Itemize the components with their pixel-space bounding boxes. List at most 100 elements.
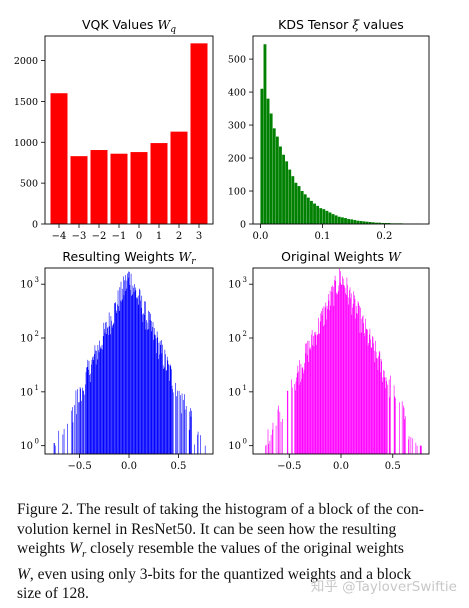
bar: [70, 156, 88, 224]
histogram-bar: [102, 336, 104, 454]
histogram-bar: [377, 369, 379, 454]
y-tick-label: 1500: [14, 97, 38, 108]
histogram-bar: [54, 443, 55, 454]
histogram-bar: [162, 365, 164, 454]
histogram-bar: [321, 311, 322, 454]
histogram-bar: [80, 388, 81, 454]
histogram-bar: [197, 431, 199, 454]
histogram-bar: [87, 359, 89, 454]
histogram-bar: [363, 332, 365, 454]
y-tick-label-exponent: 1: [35, 384, 39, 392]
histogram-bar: [362, 315, 364, 454]
histogram-bar: [76, 414, 77, 454]
histogram-bar: [93, 360, 95, 454]
histogram-bar: [288, 169, 292, 224]
bar: [170, 131, 188, 224]
histogram-bar: [58, 430, 60, 454]
histogram-bar: [129, 284, 131, 454]
histogram-bar: [86, 367, 87, 454]
x-tick-label: 2: [176, 231, 182, 242]
histogram-bar: [337, 216, 341, 224]
histogram-bar: [329, 290, 331, 454]
plot-frame: [252, 35, 430, 225]
histogram-bar: [117, 304, 118, 454]
histogram-bar: [408, 439, 409, 454]
histogram-bar: [266, 98, 270, 224]
caption-symbol: W: [17, 565, 30, 583]
histogram-bar: [120, 300, 121, 454]
histogram-bar: [395, 397, 396, 454]
y-tick-label: 10: [20, 280, 33, 291]
x-tick-label: 0.0: [252, 231, 268, 242]
histogram-bar: [341, 284, 343, 454]
histogram-bar: [90, 373, 92, 454]
histogram-bar: [356, 220, 360, 224]
histogram-bar: [78, 402, 79, 454]
histogram-bar: [296, 377, 297, 454]
histogram-bar: [149, 320, 151, 454]
histogram-bar: [140, 307, 142, 454]
histogram-bar: [302, 367, 304, 454]
histogram-bar: [301, 378, 302, 454]
histogram-bar: [326, 319, 327, 454]
histogram-bar: [265, 444, 267, 454]
histogram-bar: [272, 429, 273, 454]
histogram-bar: [331, 292, 333, 454]
histogram-bar: [309, 347, 311, 454]
histogram-bar: [134, 284, 135, 454]
histogram-bar: [83, 391, 84, 454]
histogram-bar: [131, 295, 132, 454]
histogram-bar: [153, 327, 155, 454]
y-tick-label: 10: [20, 334, 33, 345]
histogram-bar: [97, 345, 99, 454]
histogram-bar: [272, 128, 276, 224]
histogram-bar: [117, 290, 119, 454]
histogram-bar: [107, 328, 108, 454]
histogram-bar: [359, 332, 361, 454]
histogram-bar: [140, 300, 141, 454]
histogram-bar: [350, 293, 352, 454]
histogram-bar: [94, 345, 96, 454]
histogram-bar: [101, 344, 103, 454]
histogram-bar: [385, 377, 387, 454]
chart-title-symbol: W: [157, 17, 171, 32]
histogram-bar: [185, 406, 187, 454]
y-tick-label: 10: [228, 387, 241, 398]
chart-title-symbol: ξ: [352, 17, 360, 32]
caption-line-1: Figure 2. The result of taking the histo…: [17, 501, 424, 518]
histogram-bar: [142, 314, 143, 454]
histogram-bar: [101, 348, 102, 454]
histogram-bar: [348, 304, 350, 454]
histogram-bar: [166, 370, 167, 454]
histogram-bar: [153, 339, 154, 454]
histogram-bar: [116, 312, 118, 454]
histogram-bar: [123, 295, 125, 454]
histogram-bar: [282, 154, 285, 224]
histogram-bar: [155, 335, 156, 454]
histogram-bar: [354, 299, 356, 454]
chart-title-text: KDS Tensor: [278, 17, 352, 32]
histogram-bar: [194, 444, 195, 454]
histogram-bar: [297, 186, 301, 224]
histogram-bar: [378, 351, 380, 454]
histogram-bar: [403, 408, 405, 454]
histogram-bar: [184, 409, 186, 454]
histogram-bar: [387, 223, 391, 224]
histogram-bar: [345, 295, 347, 454]
histogram-bar: [403, 405, 404, 454]
histogram-bar: [85, 384, 86, 454]
histogram-bar: [176, 396, 178, 454]
y-tick-label-exponent: 3: [243, 276, 247, 284]
histogram-bar: [327, 308, 328, 454]
histogram-bar: [127, 277, 129, 454]
x-tick-label: 0: [136, 231, 142, 242]
histogram-bar: [197, 434, 198, 454]
y-tick-label: 0: [240, 220, 246, 231]
histogram-bar: [322, 209, 326, 224]
histogram-bar: [145, 301, 146, 454]
y-tick-label: 0: [32, 220, 38, 231]
x-tick-label: 1: [156, 231, 162, 242]
histogram-bar: [141, 295, 143, 454]
chart-title: KDS Tensor ξ values: [278, 17, 404, 32]
histogram-bar: [159, 340, 161, 454]
